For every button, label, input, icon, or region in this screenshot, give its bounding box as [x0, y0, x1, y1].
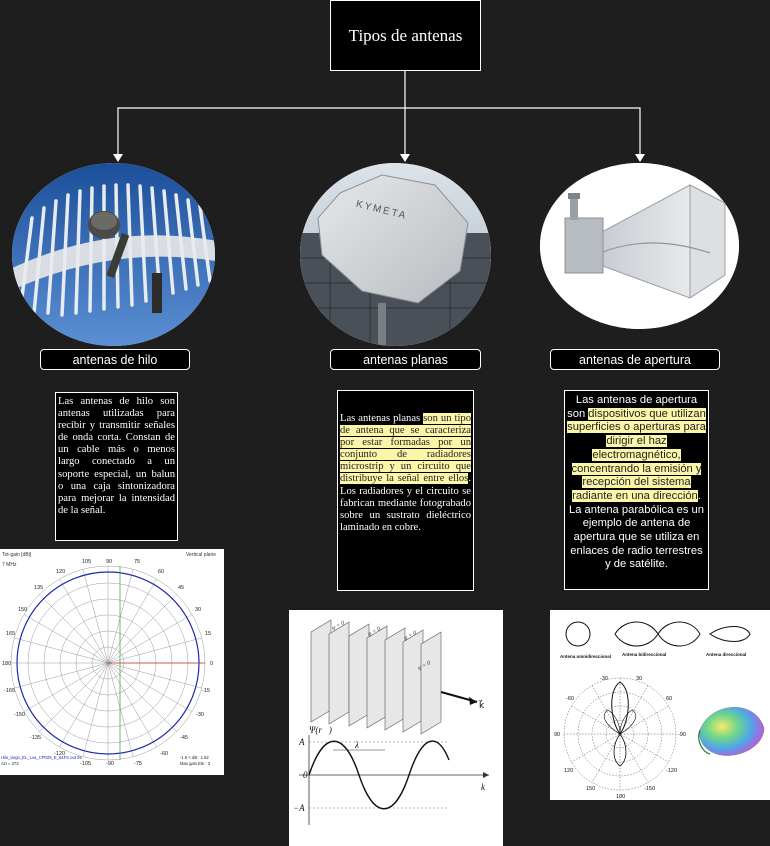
svg-text:75: 75: [134, 559, 140, 565]
svg-text:λ: λ: [354, 740, 359, 750]
svg-text:165: 165: [6, 631, 15, 637]
svg-text:-165: -165: [4, 688, 15, 694]
plot-footer-right2: Max gain Ele : 3: [180, 761, 211, 766]
svg-text:φ = 0: φ = 0: [417, 660, 432, 672]
flat-antenna-photo: KYMETA: [300, 163, 491, 346]
svg-text:φ = 0: φ = 0: [331, 620, 346, 632]
svg-text:-120: -120: [54, 751, 65, 757]
svg-text:150: 150: [18, 607, 27, 613]
svg-text:0: 0: [210, 661, 213, 667]
root-title: Tipos de antenas: [348, 25, 463, 45]
svg-text:Antena bidireccional: Antena bidireccional: [622, 652, 666, 657]
aperture-antenna-photo: [540, 163, 739, 329]
svg-text:30: 30: [636, 676, 642, 682]
svg-text:30: 30: [195, 607, 201, 613]
svg-text:135: 135: [34, 585, 43, 591]
svg-text:Ψ(r⃗): Ψ(r⃗): [309, 725, 332, 735]
svg-text:k⃗: k⃗: [481, 782, 492, 792]
flat-antenna-label-text: antenas planas: [363, 352, 448, 367]
svg-text:-150: -150: [14, 712, 25, 718]
svg-text:-120: -120: [666, 768, 677, 774]
plot-footer-left: Hilo_largo_EL_Lva_CP025_E_64FS.out 05: [1, 755, 82, 760]
root-node[interactable]: Tipos de antenas: [330, 0, 481, 71]
wire-antenna-radiation-plot: Tot-gain [dBi] Vertical plane 7 MHz: [0, 549, 224, 775]
svg-text:-45: -45: [180, 735, 188, 741]
flat-antenna-description-text: Las antenas planas son un tipo de antena…: [340, 413, 471, 533]
svg-text:Antena direccional: Antena direccional: [706, 652, 746, 657]
svg-text:-15: -15: [202, 688, 210, 694]
svg-text:A: A: [298, 737, 305, 747]
svg-text:60: 60: [158, 569, 164, 575]
svg-text:15: 15: [205, 631, 211, 637]
aperture-antenna-label-text: antenas de apertura: [579, 352, 691, 367]
svg-text:120: 120: [56, 569, 65, 575]
plot-title-left: Tot-gain [dBi]: [2, 552, 32, 558]
svg-text:-150: -150: [644, 786, 655, 792]
svg-text:150: 150: [586, 786, 595, 792]
plot-title-right: Vertical plane: [186, 552, 216, 558]
svg-text:-135: -135: [30, 735, 41, 741]
svg-text:-90: -90: [678, 732, 686, 738]
plot-footer-left2: Azi = 273: [1, 761, 19, 766]
wire-antenna-description-text: Las antenas de hilo son antenas utilizad…: [58, 396, 175, 516]
svg-text:90: 90: [106, 559, 112, 565]
plot-footer-right: -1.5 < dB : 1.52: [180, 755, 209, 760]
svg-text:-75: -75: [134, 761, 142, 767]
svg-text:φ = 0: φ = 0: [403, 630, 418, 642]
svg-text:60: 60: [666, 696, 672, 702]
plane-wave-diagram: φ = 0 φ = 0 φ = 0 φ = 0 k⃗ Ψ(r⃗) A 0 −A …: [289, 610, 503, 846]
flat-antenna-label[interactable]: antenas planas: [330, 349, 481, 370]
svg-text:φ = 0: φ = 0: [367, 626, 382, 638]
svg-text:180: 180: [2, 661, 11, 667]
svg-text:k⃗: k⃗: [477, 699, 485, 710]
flat-antenna-description: Las antenas planas son un tipo de antena…: [337, 390, 474, 591]
svg-text:105: 105: [82, 559, 91, 565]
radiation-patterns-diagram: Antena omnidireccional Antena bidireccio…: [550, 610, 770, 800]
svg-text:Antena omnidireccional: Antena omnidireccional: [560, 654, 611, 659]
svg-text:0: 0: [303, 770, 308, 780]
wire-antenna-label-text: antenas de hilo: [72, 352, 158, 367]
svg-text:120: 120: [564, 768, 573, 774]
svg-text:180: 180: [616, 794, 625, 800]
aperture-antenna-description: Las antenas de apertura son dispositivos…: [564, 390, 709, 590]
svg-text:-90: -90: [106, 761, 114, 767]
svg-text:-60: -60: [160, 751, 168, 757]
wire-antenna-photo: [12, 163, 215, 346]
svg-text:-30: -30: [196, 712, 204, 718]
svg-text:45: 45: [178, 585, 184, 591]
aperture-antenna-label[interactable]: antenas de apertura: [550, 349, 720, 370]
svg-text:−A: −A: [293, 803, 305, 813]
wire-antenna-label[interactable]: antenas de hilo: [40, 349, 190, 370]
svg-text:-60: -60: [566, 696, 574, 702]
wire-antenna-description: Las antenas de hilo son antenas utilizad…: [55, 392, 178, 541]
svg-text:90: 90: [554, 732, 560, 738]
plot-frequency: 7 MHz: [2, 562, 17, 568]
svg-text:-105: -105: [80, 761, 91, 767]
aperture-antenna-description-text: Las antenas de apertura son dispositivos…: [567, 394, 706, 571]
svg-text:-30: -30: [600, 676, 608, 682]
